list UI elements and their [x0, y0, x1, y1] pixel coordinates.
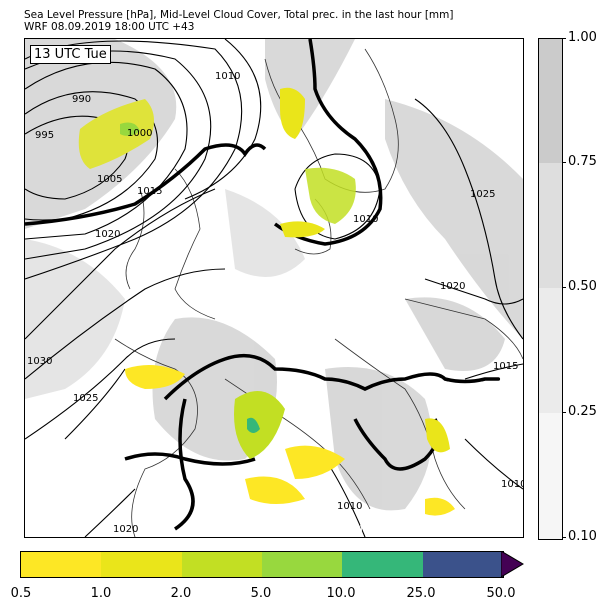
precip-adriatic	[285, 445, 345, 479]
precipbar-extend-arrow	[501, 551, 524, 578]
isobar-1015-east	[464, 363, 523, 380]
precip-greece	[425, 418, 450, 453]
precipbar-tick-label: 10.0	[326, 586, 356, 601]
isobar-label: 1000	[127, 128, 152, 139]
forecast-time-label: 13 UTC Tue	[30, 45, 111, 64]
isobar-label: 1020	[113, 524, 138, 535]
precip-baltic-south	[280, 221, 325, 238]
chart-title: Sea Level Pressure [hPa], Mid-Level Clou…	[24, 9, 454, 21]
precipbar-tick-label: 2.0	[170, 586, 192, 601]
precipbar-tick-label: 25.0	[406, 586, 436, 601]
isobar-1010	[25, 40, 243, 280]
isobar-label: 1010	[215, 71, 240, 82]
cloudbar-segment-2	[539, 163, 562, 288]
precip-crete	[425, 497, 455, 516]
weather-map: 990 995 1000 1005 1010 1015 1020 1025 10…	[24, 38, 524, 538]
isobar-label: 1010	[337, 501, 362, 512]
cloud-area-central	[225, 189, 305, 277]
precip-scandinavia	[280, 87, 305, 139]
map-canvas: 990 995 1000 1005 1010 1015 1020 1025 10…	[25, 39, 523, 537]
cloudbar-tickmark	[562, 412, 566, 413]
precip-tyrrhenian	[245, 476, 305, 504]
cloudbar-segment-3	[539, 288, 562, 413]
precipbar-tick-label: 1.0	[90, 586, 112, 601]
isobar-1025b	[64, 368, 126, 440]
cloud-area-mediterranean	[325, 367, 432, 511]
isobar-1010-se	[464, 438, 523, 490]
cloud-area-biscay	[25, 239, 125, 399]
cloudbar-segment-1	[539, 39, 562, 163]
isobar-label: 1025	[470, 189, 495, 200]
isobar-label: 990	[72, 94, 91, 105]
precip-italy-core	[247, 417, 260, 433]
isobar-labels: 990 995 1000 1005 1010 1015 1020 1025 10…	[27, 71, 523, 535]
cloudbar-tick-label: 0.75	[568, 154, 597, 169]
precipbar-tick-label: 5.0	[250, 586, 272, 601]
isobar-label: 1010	[353, 214, 378, 225]
precipbar-segment-3	[181, 552, 262, 577]
precipbar-segment-4	[261, 552, 343, 577]
cloud-area-east	[385, 99, 523, 339]
cloudbar-tickmark	[562, 537, 566, 538]
precipbar-tick-label: 50.0	[486, 586, 516, 601]
cloudbar-tickmark	[562, 162, 566, 163]
isobar-label: 1005	[97, 174, 122, 185]
isobar-1000	[25, 61, 188, 240]
precip-baltic	[305, 167, 356, 224]
precipbar-tick-label: 0.5	[10, 586, 32, 601]
isobar-1020	[25, 188, 216, 340]
isobar-label: 1020	[440, 281, 465, 292]
isobar-1025	[25, 268, 226, 380]
cloudbar-tick-label: 0.50	[568, 279, 597, 294]
isobar-label: 1020	[95, 229, 120, 240]
isobar-label: 1010	[501, 479, 523, 490]
precipbar-segment-5	[342, 552, 423, 577]
precipitation-colorbar	[20, 551, 504, 578]
isobar-1030	[25, 338, 176, 440]
isobar-label: 995	[35, 130, 54, 141]
cloud-cover-colorbar	[538, 38, 563, 540]
isobar-990	[25, 115, 129, 200]
isobar-1020-east	[424, 278, 523, 305]
precipbar-segment-1	[21, 552, 102, 577]
precip-italy	[234, 391, 285, 459]
isobar-label: 1015	[493, 361, 518, 372]
cloudbar-tick-label: 0.10	[568, 529, 597, 544]
watermark: Meteo	[355, 524, 383, 534]
precip-atlantic-core	[120, 122, 140, 136]
cloudbar-tickmark	[562, 38, 566, 39]
precipbar-segment-6	[422, 552, 503, 577]
cloudbar-tickmark	[562, 287, 566, 288]
cloudbar-segment-4	[539, 413, 562, 539]
chart-subtitle: WRF 08.09.2019 18:00 UTC +43	[24, 21, 195, 33]
precip-france	[125, 365, 185, 389]
precipitation-layer	[78, 87, 455, 516]
cloudbar-tick-label: 0.25	[568, 404, 597, 419]
isobar-1015	[184, 39, 262, 200]
cloud-area-north	[265, 39, 355, 139]
cloud-area-balkans	[405, 297, 505, 371]
isobar-1025-east	[414, 98, 523, 340]
precip-atlantic	[78, 99, 154, 169]
isobar-label: 1025	[73, 393, 98, 404]
isobar-label: 1015	[137, 186, 162, 197]
precipbar-segment-2	[101, 552, 182, 577]
isobar-label: 1030	[27, 356, 52, 367]
cloudbar-tick-label: 1.00	[568, 30, 597, 45]
isobar-1020-sw	[84, 488, 136, 537]
